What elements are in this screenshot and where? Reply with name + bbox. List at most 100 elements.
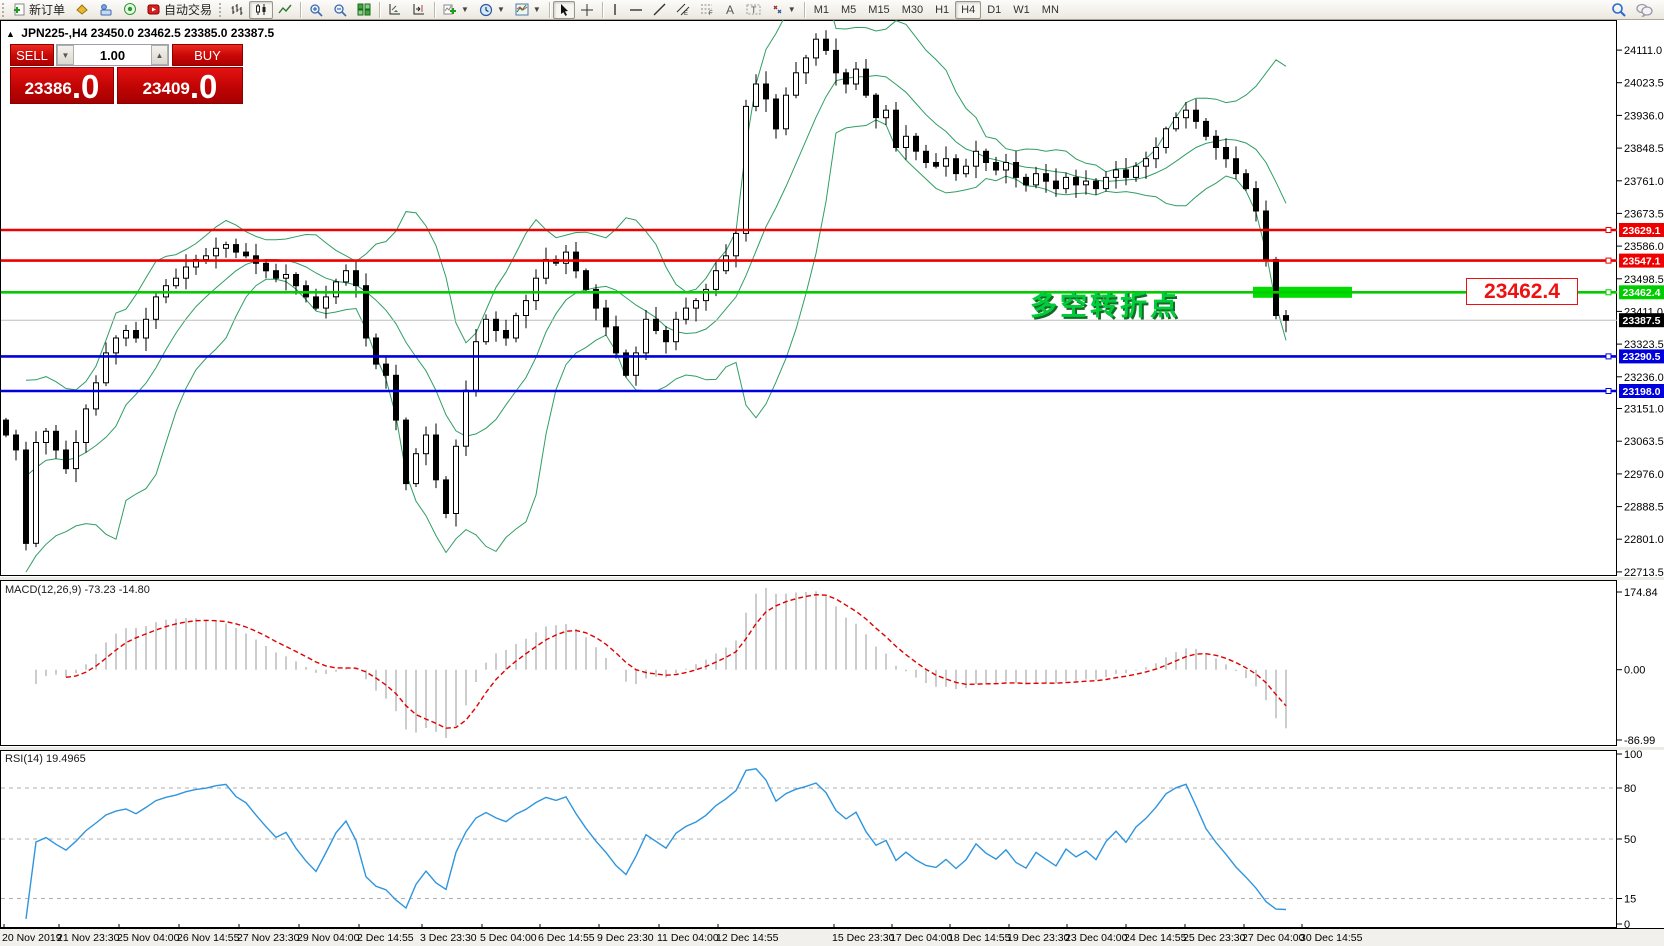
main-chart-pane[interactable]: 23629.1 23547.1 23462.4 23290.5 23198.0 23387… <box>0 20 1664 576</box>
volume-up-button[interactable]: ▲ <box>151 45 168 65</box>
trendline-icon <box>653 3 666 16</box>
hline-23290.5[interactable]: 23290.5 <box>1 349 1664 364</box>
trendline-button[interactable] <box>648 1 671 19</box>
macd-label: MACD(12,26,9) -73.23 -14.80 <box>5 584 150 596</box>
hline-23629.1[interactable]: 23629.1 <box>1 223 1664 237</box>
periods-button[interactable]: ▼ <box>474 1 510 19</box>
text-button[interactable]: A <box>719 1 741 19</box>
time-axis-label: 3 Dec 23:30 <box>420 932 477 944</box>
zoom-out-button[interactable] <box>328 1 352 19</box>
svg-text:23848.5: 23848.5 <box>1624 143 1664 155</box>
rsi-pane[interactable]: 100 80 50 15 0 <box>0 750 1664 928</box>
time-axis-label: 30 Dec 14:55 <box>1300 932 1363 944</box>
chart-shift-button[interactable] <box>407 1 431 19</box>
collapse-arrow-icon[interactable]: ▲ <box>6 29 15 39</box>
indicators-button[interactable]: ▼ <box>438 1 474 19</box>
time-axis-label: 24 Dec 14:55 <box>1124 932 1187 944</box>
timeframe-h1[interactable]: H1 <box>935 3 950 16</box>
time-axis-label: 25 Nov 04:00 <box>117 932 180 944</box>
rsi-label: RSI(14) 19.4965 <box>5 753 86 765</box>
dropdown-caret: ▼ <box>532 5 541 14</box>
time-axis-label: 23 Dec 04:00 <box>1065 932 1128 944</box>
current-price-badge <box>1619 313 1664 328</box>
svg-text:23236.0: 23236.0 <box>1624 372 1664 384</box>
equidistant-channel-icon: E <box>676 3 690 17</box>
svg-text:50: 50 <box>1624 834 1636 846</box>
fibonacci-button[interactable]: F <box>695 1 719 19</box>
arrows-button[interactable]: ▼ <box>766 1 801 19</box>
autotrade-button[interactable]: 自动交易 <box>142 1 217 19</box>
new-order-label: 新订单 <box>29 3 66 17</box>
timeframe-d1[interactable]: D1 <box>987 3 1002 16</box>
timeframe-mn[interactable]: MN <box>1041 3 1059 16</box>
price-tag-label[interactable]: 23462.4 <box>1466 278 1578 305</box>
hline-23462.4[interactable]: 23462.4 <box>1 285 1664 300</box>
timeframe-m1[interactable]: M1 <box>813 3 829 16</box>
svg-text:0: 0 <box>1624 919 1630 928</box>
chart-title: ▲ JPN225-,H4 23450.0 23462.5 23385.0 233… <box>6 26 274 40</box>
volume-down-button[interactable]: ▼ <box>57 45 74 65</box>
auto-scroll-button[interactable] <box>383 1 407 19</box>
svg-text:23629.1: 23629.1 <box>1623 225 1661 237</box>
one-click-trading-panel: SELL ▼ ▲ BUY 23386 .0 23409 .0 <box>10 44 243 104</box>
chart-window: 23629.1 23547.1 23462.4 23290.5 23198.0 23387… <box>0 20 1664 946</box>
templates-button[interactable]: ▼ <box>510 1 546 19</box>
buy-price-value: 23409 <box>142 79 190 98</box>
candlesticks[interactable] <box>3 30 1289 551</box>
autotrade-label: 自动交易 <box>164 3 213 17</box>
pane-splitter[interactable] <box>0 747 1664 750</box>
buy-price[interactable]: 23409 .0 <box>117 67 243 104</box>
sell-price-pips: .0 <box>71 68 100 105</box>
macd-pane[interactable]: 174.84 0.00 -86.99 <box>0 580 1664 746</box>
profile-button[interactable] <box>70 1 94 19</box>
tile-windows-button[interactable] <box>352 1 376 19</box>
bar-chart-button[interactable] <box>225 1 249 19</box>
dropdown-caret: ▼ <box>496 5 505 14</box>
timeframe-w1[interactable]: W1 <box>1013 3 1030 16</box>
new-order-button[interactable]: 新订单 <box>8 1 70 19</box>
buy-button[interactable]: BUY <box>172 44 243 66</box>
text-label-button[interactable]: T <box>741 1 766 19</box>
timeframe-m15[interactable]: M15 <box>868 3 890 16</box>
horizontal-line-button[interactable] <box>624 1 648 19</box>
timeframe-m30[interactable]: M30 <box>901 3 924 16</box>
svg-text:E: E <box>684 11 688 16</box>
time-axis-label: 11 Dec 04:00 <box>657 932 719 944</box>
dropdown-caret: ▼ <box>461 5 469 14</box>
sell-button[interactable]: SELL <box>10 44 54 66</box>
svg-text:23462.4: 23462.4 <box>1623 287 1661 299</box>
candlestick-button[interactable] <box>249 0 274 19</box>
timeframe-h4[interactable]: H4 <box>955 0 982 19</box>
zoom-in-icon <box>309 3 323 17</box>
search-icon <box>1611 2 1626 17</box>
svg-text:22976.0: 22976.0 <box>1624 469 1664 481</box>
search-button[interactable] <box>1606 1 1631 19</box>
time-axis-label: 5 Dec 04:00 <box>480 932 537 944</box>
macd-signal-line <box>65 593 1287 729</box>
hline-23547.1[interactable]: 23547.1 <box>1 253 1664 268</box>
time-axis[interactable]: 20 Nov 2019 21 Nov 23:30 25 Nov 04:00 26 No… <box>0 928 1664 946</box>
svg-text:A: A <box>726 3 734 16</box>
pane-splitter[interactable] <box>0 577 1664 580</box>
arrows-icon <box>771 3 784 16</box>
volume-input[interactable] <box>74 45 151 65</box>
timeframe-m5[interactable]: M5 <box>841 3 857 16</box>
zoom-in-button[interactable] <box>304 1 328 19</box>
hline-23198.0[interactable]: 23198.0 <box>1 384 1664 398</box>
chart-annotation-text[interactable]: 多空转折点 <box>1030 291 1180 321</box>
equidistant-channel-button[interactable]: E <box>671 1 695 19</box>
market-button[interactable] <box>94 1 118 19</box>
symbol-period-label: JPN225-,H4 <box>21 26 88 40</box>
cursor-button[interactable] <box>552 0 575 19</box>
crosshair-button[interactable] <box>575 1 599 19</box>
sell-price[interactable]: 23386 .0 <box>10 67 114 104</box>
line-chart-button[interactable] <box>273 1 297 19</box>
svg-text:23761.0: 23761.0 <box>1624 176 1664 188</box>
time-axis-label: 15 Dec 23:30 <box>832 932 895 944</box>
chat-button[interactable] <box>1631 1 1658 19</box>
vertical-line-button[interactable] <box>606 1 624 19</box>
time-axis-label: 2 Dec 14:55 <box>357 932 414 944</box>
signals-button[interactable] <box>118 1 142 19</box>
svg-text:F: F <box>709 11 713 16</box>
chat-icon <box>1636 3 1653 18</box>
